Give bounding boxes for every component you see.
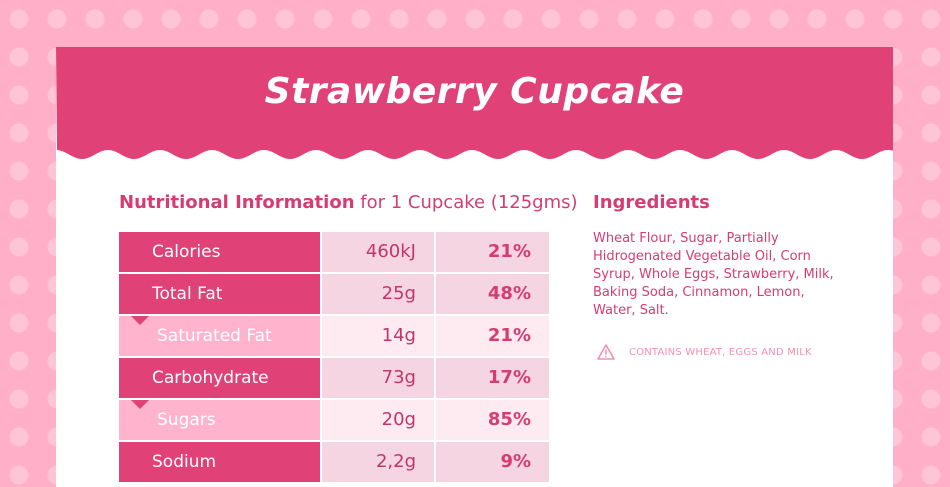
nutrition-table: Calories 460kJ 21% Total Fat 25g 48% Sat… (119, 232, 549, 484)
nutrient-percent: 21% (436, 232, 549, 272)
sub-row-notch (131, 400, 149, 409)
table-row: Sodium 2,2g 9% (119, 442, 549, 482)
nutrient-sub-label: Saturated Fat (119, 316, 320, 356)
nutrition-heading-serving: for 1 Cupcake (125gms) (360, 192, 578, 213)
nutrient-amount: 25g (322, 274, 434, 314)
wavy-banner-shape (56, 47, 893, 159)
nutrient-amount: 2,2g (322, 442, 434, 482)
nutrient-percent: 21% (436, 316, 549, 356)
ingredients-heading: Ingredients (593, 192, 710, 213)
title-banner: Strawberry Cupcake (56, 47, 893, 212)
nutrient-percent: 85% (436, 400, 549, 440)
nutrient-label: Total Fat (119, 274, 320, 314)
nutrient-amount: 73g (322, 358, 434, 398)
nutrient-amount: 460kJ (322, 232, 434, 272)
nutrient-percent: 9% (436, 442, 549, 482)
table-row: Carbohydrate 73g 17% (119, 358, 549, 398)
nutrient-percent: 17% (436, 358, 549, 398)
table-row: Total Fat 25g 48% (119, 274, 549, 314)
nutrient-label-text: Sugars (157, 410, 216, 430)
nutrient-label: Calories (119, 232, 320, 272)
nutrition-heading: Nutritional Information for 1 Cupcake (1… (119, 192, 578, 213)
allergen-warning: CONTAINS WHEAT, EGGS AND MILK (597, 344, 812, 360)
table-row: Sugars 20g 85% (119, 400, 549, 440)
warning-triangle-icon (597, 344, 615, 360)
table-row: Saturated Fat 14g 21% (119, 316, 549, 356)
allergen-warning-text: CONTAINS WHEAT, EGGS AND MILK (629, 346, 812, 358)
nutrient-label: Sodium (119, 442, 320, 482)
nutrient-amount: 14g (322, 316, 434, 356)
ingredients-list: Wheat Flour, Sugar, Partially Hidrogenat… (593, 231, 834, 318)
page-title: Strawberry Cupcake (264, 71, 685, 112)
nutrition-heading-bold: Nutritional Information (119, 192, 355, 213)
nutrient-label: Carbohydrate (119, 358, 320, 398)
nutrient-label-text: Saturated Fat (157, 326, 272, 346)
nutrient-sub-label: Sugars (119, 400, 320, 440)
nutrient-amount: 20g (322, 400, 434, 440)
nutrition-card: Strawberry Cupcake Nutritional Informati… (56, 47, 893, 487)
nutrient-percent: 48% (436, 274, 549, 314)
sub-row-notch (131, 316, 149, 325)
table-row: Calories 460kJ 21% (119, 232, 549, 272)
